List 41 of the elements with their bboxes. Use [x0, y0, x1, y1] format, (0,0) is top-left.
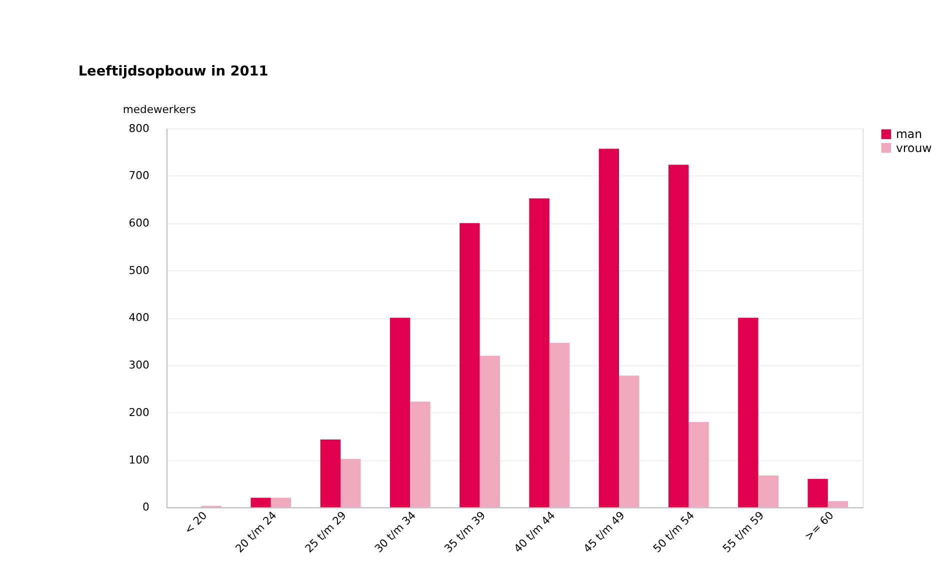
- bar: [460, 223, 480, 508]
- x-tick-label: 30 t/m 34: [372, 508, 419, 556]
- y-tick-label: 0: [142, 500, 150, 514]
- y-tick-label: 800: [128, 122, 150, 135]
- bar: [270, 498, 292, 508]
- bar: [410, 402, 430, 508]
- bar: [688, 422, 709, 508]
- bar: [320, 440, 341, 508]
- bar: [250, 498, 271, 508]
- bar: [808, 478, 828, 508]
- bar: [340, 458, 361, 508]
- legend-label: man: [896, 127, 922, 142]
- y-tick-label: 100: [128, 453, 150, 466]
- x-tick-label: 35 t/m 39: [442, 508, 488, 556]
- y-tick-label: 300: [128, 358, 150, 372]
- bar: [480, 356, 500, 508]
- legend-label: vrouw: [896, 140, 932, 155]
- x-tick-label: 55 t/m 59: [720, 508, 767, 556]
- y-tick-label: 600: [128, 216, 150, 230]
- y-axis-title: medewerkers: [122, 103, 196, 116]
- bar: [738, 318, 758, 508]
- chart-title: Leeftijdsopbouw in 2011: [78, 63, 268, 80]
- bar: [828, 501, 848, 508]
- bar: [549, 342, 570, 508]
- x-tick-label: 50 t/m 54: [650, 508, 698, 556]
- bar: [668, 164, 689, 508]
- x-tick-label: 40 t/m 44: [511, 508, 558, 556]
- bar: [619, 376, 640, 508]
- y-tick-label: 500: [128, 264, 150, 277]
- x-tick-label: 25 t/m 29: [302, 508, 349, 556]
- bar: [758, 476, 778, 508]
- y-tick-label: 400: [128, 311, 150, 324]
- y-tick-label: 700: [128, 169, 150, 182]
- x-tick-label: 20 t/m 24: [232, 508, 280, 556]
- x-tick-label: >= 60: [802, 508, 836, 543]
- y-tick-label: 200: [128, 406, 150, 419]
- bar: [598, 148, 620, 508]
- x-tick-label: 45 t/m 49: [580, 508, 628, 556]
- bar: [529, 198, 550, 508]
- x-tick-label: < 20: [182, 508, 210, 537]
- bar: [390, 318, 410, 508]
